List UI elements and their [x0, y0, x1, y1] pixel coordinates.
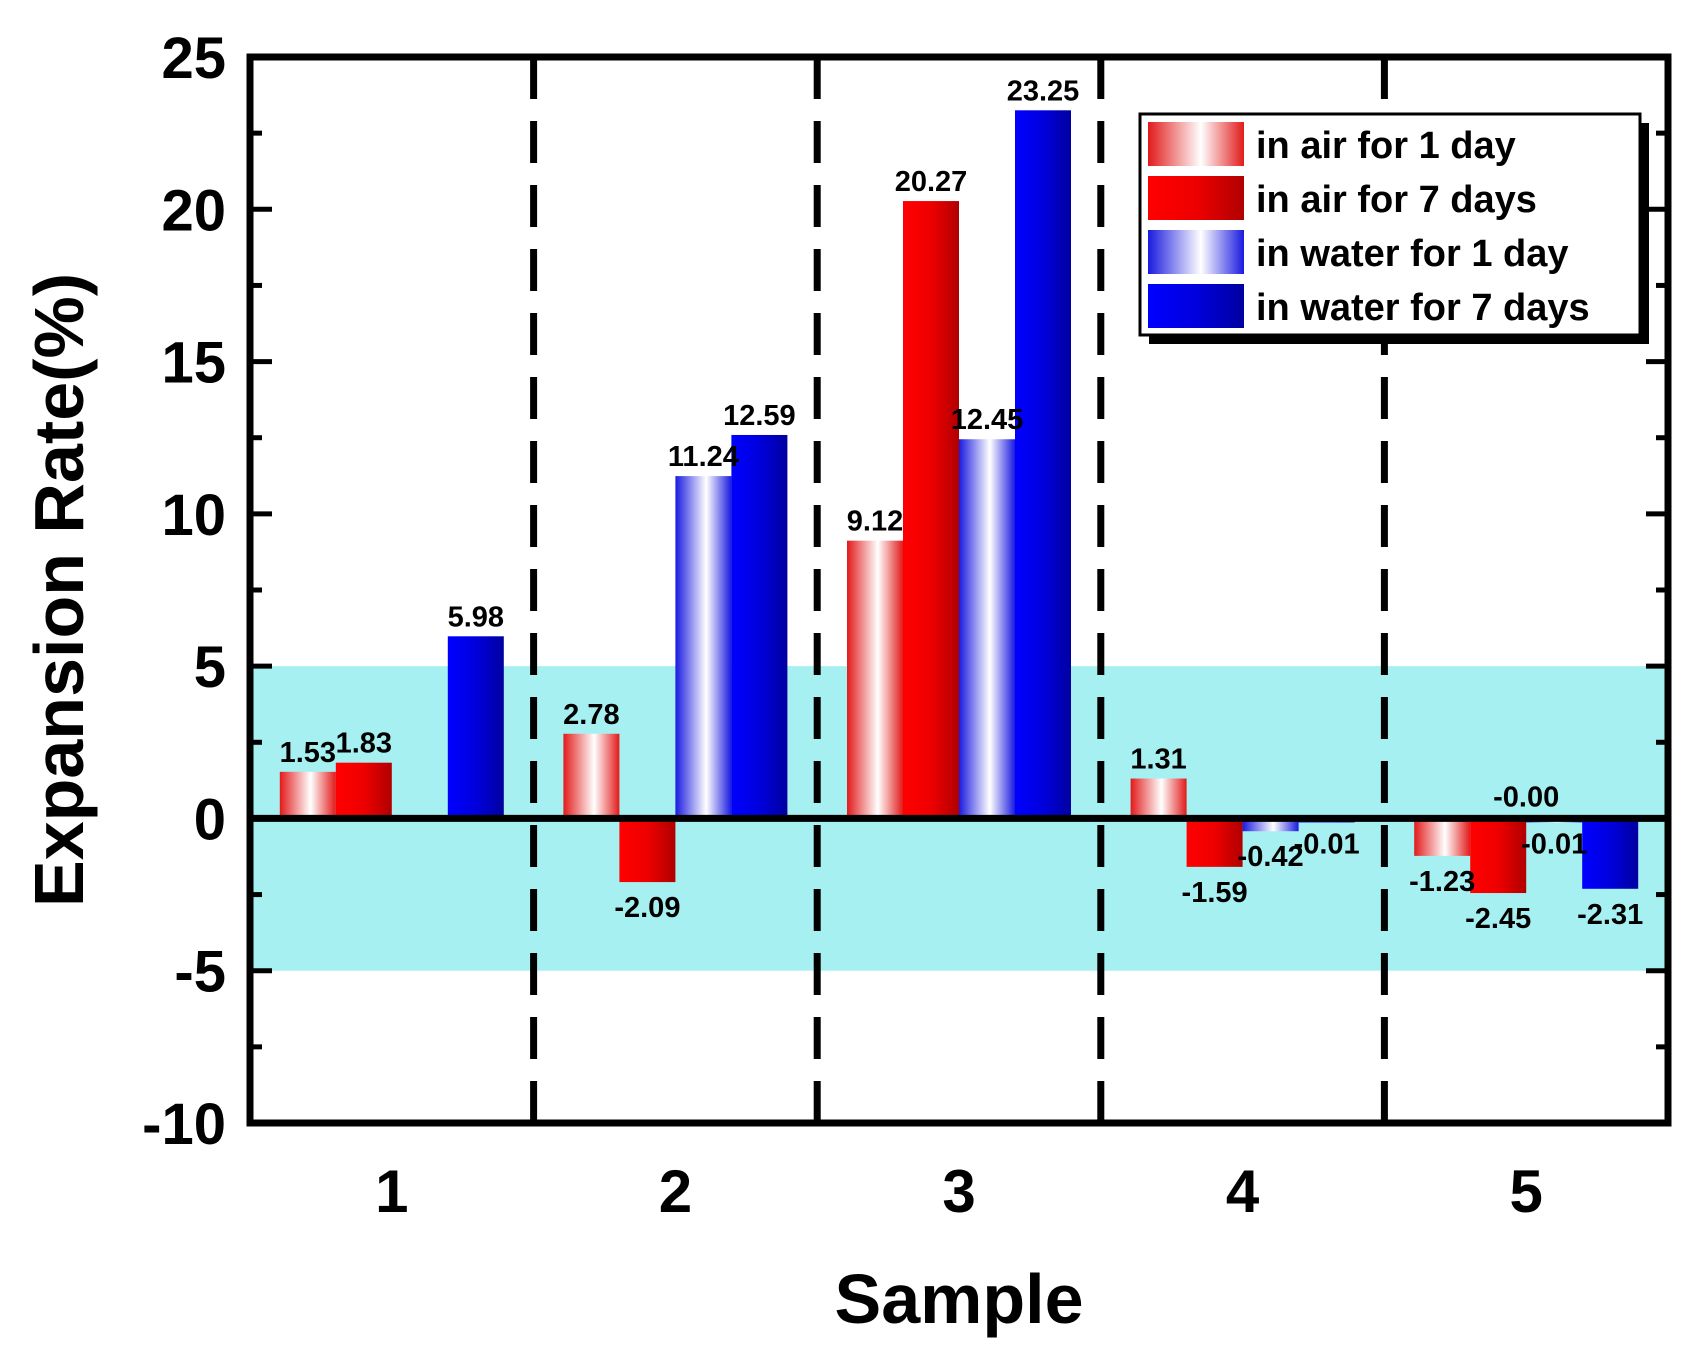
data-label-s3-cat2: 11.24 [668, 441, 739, 473]
data-label-s3-cat4: -0.42 [1238, 841, 1304, 873]
bar-s1-cat4 [1130, 778, 1187, 819]
data-label-s2-cat5: -2.45 [1465, 903, 1531, 935]
x-tick-label: 2 [659, 1158, 692, 1225]
data-label-s2-cat1: 1.83 [336, 728, 392, 760]
y-tick-label: 10 [161, 483, 226, 548]
data-label-s2-cat4: -1.59 [1182, 877, 1248, 909]
bar-s4-cat3 [1015, 110, 1071, 819]
bar-s2-cat3 [903, 201, 959, 819]
data-label-s1-cat2: 2.78 [563, 699, 619, 731]
legend-swatch-1 [1148, 122, 1244, 166]
x-tick-label: 3 [942, 1158, 975, 1225]
data-label-s4-cat1: 5.98 [448, 601, 504, 633]
legend-label-4: in water for 7 days [1256, 287, 1590, 329]
bar-s4-cat5 [1582, 818, 1639, 889]
bar-s2-cat5 [1470, 818, 1527, 894]
y-tick-label: 0 [194, 787, 226, 852]
data-label-s3-cat5: -0.01 [1521, 829, 1587, 861]
data-label-s4-cat4: -0.01 [1294, 829, 1360, 861]
y-tick-label: 5 [194, 635, 226, 700]
y-tick-label: 25 [161, 26, 226, 91]
bar-s4-cat1 [447, 636, 504, 819]
legend-label-1: in air for 1 day [1256, 125, 1516, 167]
y-axis-title: Expansion Rate(%) [20, 273, 98, 907]
x-axis-title: Sample [835, 1260, 1084, 1338]
bar-s1-cat1 [279, 771, 336, 819]
bar-s1-cat5 [1414, 818, 1471, 856]
data-label-s1-cat3: 9.12 [847, 506, 903, 538]
data-label-s1-cat4: 1.31 [1130, 744, 1186, 776]
legend-swatch-2 [1148, 176, 1244, 220]
bar-s2-cat2 [619, 818, 676, 883]
data-label-extra: -0.00 [1493, 781, 1559, 813]
y-tick-label: 15 [161, 331, 226, 396]
data-label-s2-cat2: -2.09 [614, 892, 680, 924]
y-tick-label: -5 [174, 940, 226, 1005]
bar-s2-cat4 [1186, 818, 1243, 867]
data-label-s1-cat5: -1.23 [1409, 866, 1475, 898]
bar-s2-cat1 [335, 762, 392, 819]
legend-label-2: in air for 7 days [1256, 179, 1537, 221]
x-tick-label: 4 [1226, 1158, 1260, 1225]
data-label-s1-cat1: 1.53 [280, 737, 336, 769]
legend-swatch-3 [1148, 230, 1244, 274]
data-label-s3-cat3: 12.45 [951, 404, 1024, 436]
bar-s4-cat2 [731, 434, 788, 819]
x-tick-label: 5 [1510, 1158, 1543, 1225]
bar-s3-cat3 [959, 439, 1015, 819]
bar-s3-cat2 [675, 476, 732, 819]
bar-s1-cat2 [563, 733, 620, 819]
data-label-s4-cat2: 12.59 [723, 400, 796, 432]
data-label-s4-cat3: 23.25 [1007, 75, 1080, 107]
data-label-s2-cat3: 20.27 [895, 166, 968, 198]
legend-swatch-4 [1148, 284, 1244, 328]
legend-label-3: in water for 1 day [1256, 233, 1569, 275]
data-label-s4-cat5: -2.31 [1577, 899, 1643, 931]
y-tick-label: 20 [161, 178, 226, 243]
y-tick-label: -10 [142, 1092, 226, 1157]
bar-s1-cat3 [847, 540, 903, 819]
x-tick-label: 1 [375, 1158, 408, 1225]
